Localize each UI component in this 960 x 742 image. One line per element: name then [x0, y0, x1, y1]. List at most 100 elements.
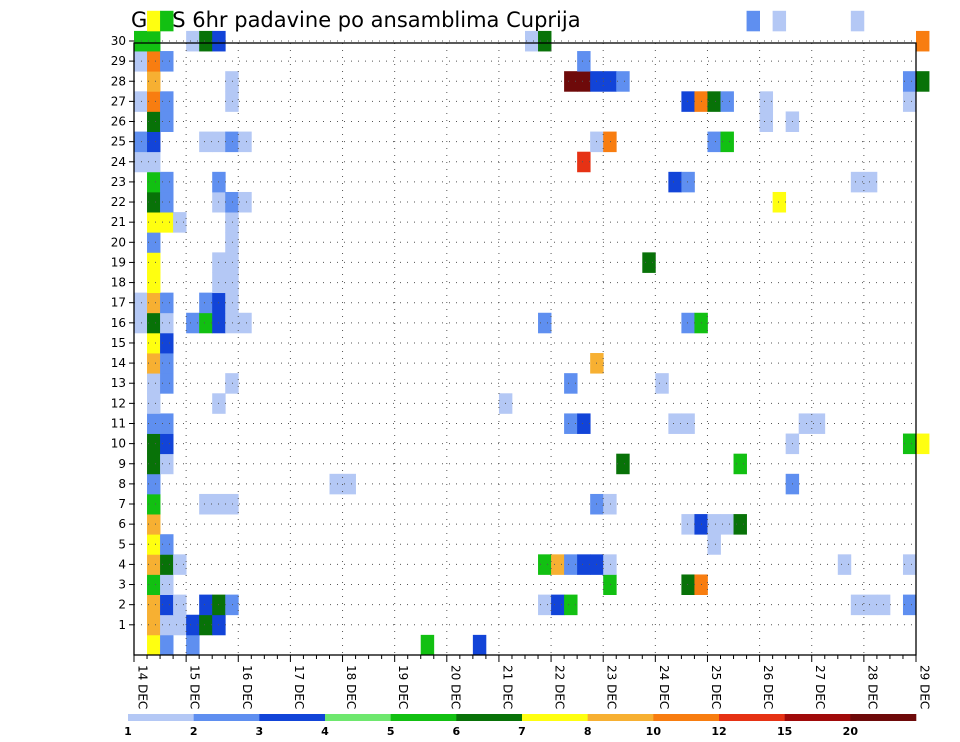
- heatmap-cell: [577, 71, 591, 92]
- colorbar-label: 8: [584, 725, 592, 738]
- heatmap-cell: [798, 413, 813, 434]
- heatmap-cell: [147, 473, 161, 495]
- colorbar-label: 7: [518, 725, 526, 738]
- heatmap-cell: [707, 91, 721, 112]
- heatmap-cell: [538, 594, 552, 616]
- y-tick-label: 21: [111, 215, 126, 229]
- heatmap-cell: [147, 312, 161, 334]
- heatmap-cell: [668, 171, 682, 193]
- x-axis: 14 DEC 15 DEC 16 DEC 17 DEC 18 DEC 19 DEC 20 D…: [133, 655, 932, 709]
- heatmap-cell: [759, 91, 774, 112]
- y-tick-label: 17: [111, 296, 126, 310]
- heatmap-cell: [160, 413, 174, 434]
- heatmap-cell: [147, 594, 161, 616]
- heatmap-cell: [472, 634, 487, 656]
- heatmap-cell: [225, 91, 239, 112]
- y-tick-label: 15: [111, 336, 126, 350]
- colorbar-swatch: [522, 714, 588, 721]
- colorbar-swatch: [456, 714, 523, 721]
- heatmap-cell: [720, 131, 734, 153]
- heatmap-cell: [147, 151, 161, 173]
- heatmap-cells: [134, 10, 930, 656]
- heatmap-cell: [199, 594, 213, 616]
- heatmap-cell: [147, 252, 161, 273]
- heatmap-cell: [238, 312, 252, 334]
- heatmap-cell: [225, 373, 239, 394]
- heatmap-cell: [538, 312, 552, 334]
- colorbar-label: 20: [843, 725, 859, 738]
- colorbar-swatch: [325, 714, 391, 721]
- heatmap-cell: [238, 191, 252, 213]
- heatmap-cell: [225, 131, 239, 153]
- heatmap-cell: [147, 453, 161, 475]
- x-tick-label: 22 DEC: [553, 665, 567, 709]
- y-tick-label: 14: [111, 356, 126, 370]
- heatmap-cell: [225, 312, 239, 334]
- heatmap-cell: [160, 614, 174, 636]
- heatmap-cell: [772, 191, 787, 213]
- y-tick-label: 26: [111, 115, 126, 129]
- x-tick-label: 23 DEC: [605, 665, 619, 709]
- heatmap-cell: [916, 433, 930, 455]
- heatmap-cell: [603, 71, 617, 92]
- heatmap-cell: [642, 252, 656, 273]
- heatmap-cell: [173, 212, 187, 233]
- x-tick-label: 16 DEC: [240, 665, 254, 709]
- colorbar-swatch: [193, 714, 260, 721]
- y-tick-label: 6: [118, 517, 126, 531]
- colorbar-label: 4: [321, 725, 329, 738]
- heatmap-cell: [811, 413, 826, 434]
- heatmap-cell: [238, 131, 252, 153]
- heatmap-cell: [199, 493, 213, 515]
- heatmap-cell: [147, 413, 161, 434]
- x-tick-label: 25 DEC: [709, 665, 723, 709]
- heatmap-cell: [681, 413, 695, 434]
- x-tick-label: 27 DEC: [813, 665, 827, 709]
- heatmap-cell: [147, 614, 161, 636]
- heatmap-cell: [160, 373, 174, 394]
- heatmap-cell: [707, 131, 721, 153]
- heatmap-cell: [577, 151, 591, 173]
- heatmap-cell: [551, 554, 565, 575]
- heatmap-cell: [147, 353, 161, 374]
- heatmap-cell: [538, 30, 552, 52]
- colorbar-swatch: [784, 714, 851, 721]
- colorbar-label: 5: [387, 725, 395, 738]
- heatmap-cell: [655, 373, 669, 394]
- heatmap-cell: [329, 473, 343, 495]
- colorbar-swatch: [390, 714, 457, 721]
- heatmap-cell: [564, 71, 578, 92]
- heatmap-cell: [160, 10, 174, 32]
- heatmap-cell: [225, 493, 239, 515]
- heatmap-cell: [147, 71, 161, 92]
- x-tick-label: 14 DEC: [136, 665, 150, 709]
- heatmap-cell: [147, 514, 161, 535]
- heatmap-cell: [681, 574, 695, 595]
- x-tick-label: 24 DEC: [657, 665, 671, 709]
- y-tick-label: 22: [111, 195, 126, 209]
- heatmap-cell: [147, 171, 161, 193]
- x-tick-label: 18 DEC: [344, 665, 358, 709]
- heatmap-cell: [134, 151, 148, 173]
- heatmap-cell: [902, 91, 917, 112]
- heatmap-cell: [551, 594, 565, 616]
- y-tick-label: 1: [118, 618, 126, 632]
- heatmap-cell: [147, 111, 161, 132]
- heatmap-cell: [160, 453, 174, 475]
- heatmap-cell: [681, 91, 695, 112]
- heatmap-cell: [134, 312, 148, 334]
- y-tick-label: 2: [118, 598, 126, 612]
- heatmap-cell: [147, 131, 161, 153]
- x-tick-label: 17 DEC: [292, 665, 306, 709]
- heatmap-cell: [160, 191, 174, 213]
- y-tick-label: 4: [118, 557, 126, 571]
- x-tick-label: 29 DEC: [918, 665, 932, 709]
- colorbar-label: 15: [777, 725, 792, 738]
- y-tick-label: 20: [111, 235, 126, 249]
- heatmap-cell: [160, 353, 174, 374]
- heatmap-cell: [668, 413, 682, 434]
- heatmap-cell: [850, 10, 865, 32]
- colorbar-swatch: [653, 714, 720, 721]
- heatmap-cell: [147, 292, 161, 314]
- heatmap-cell: [720, 514, 734, 535]
